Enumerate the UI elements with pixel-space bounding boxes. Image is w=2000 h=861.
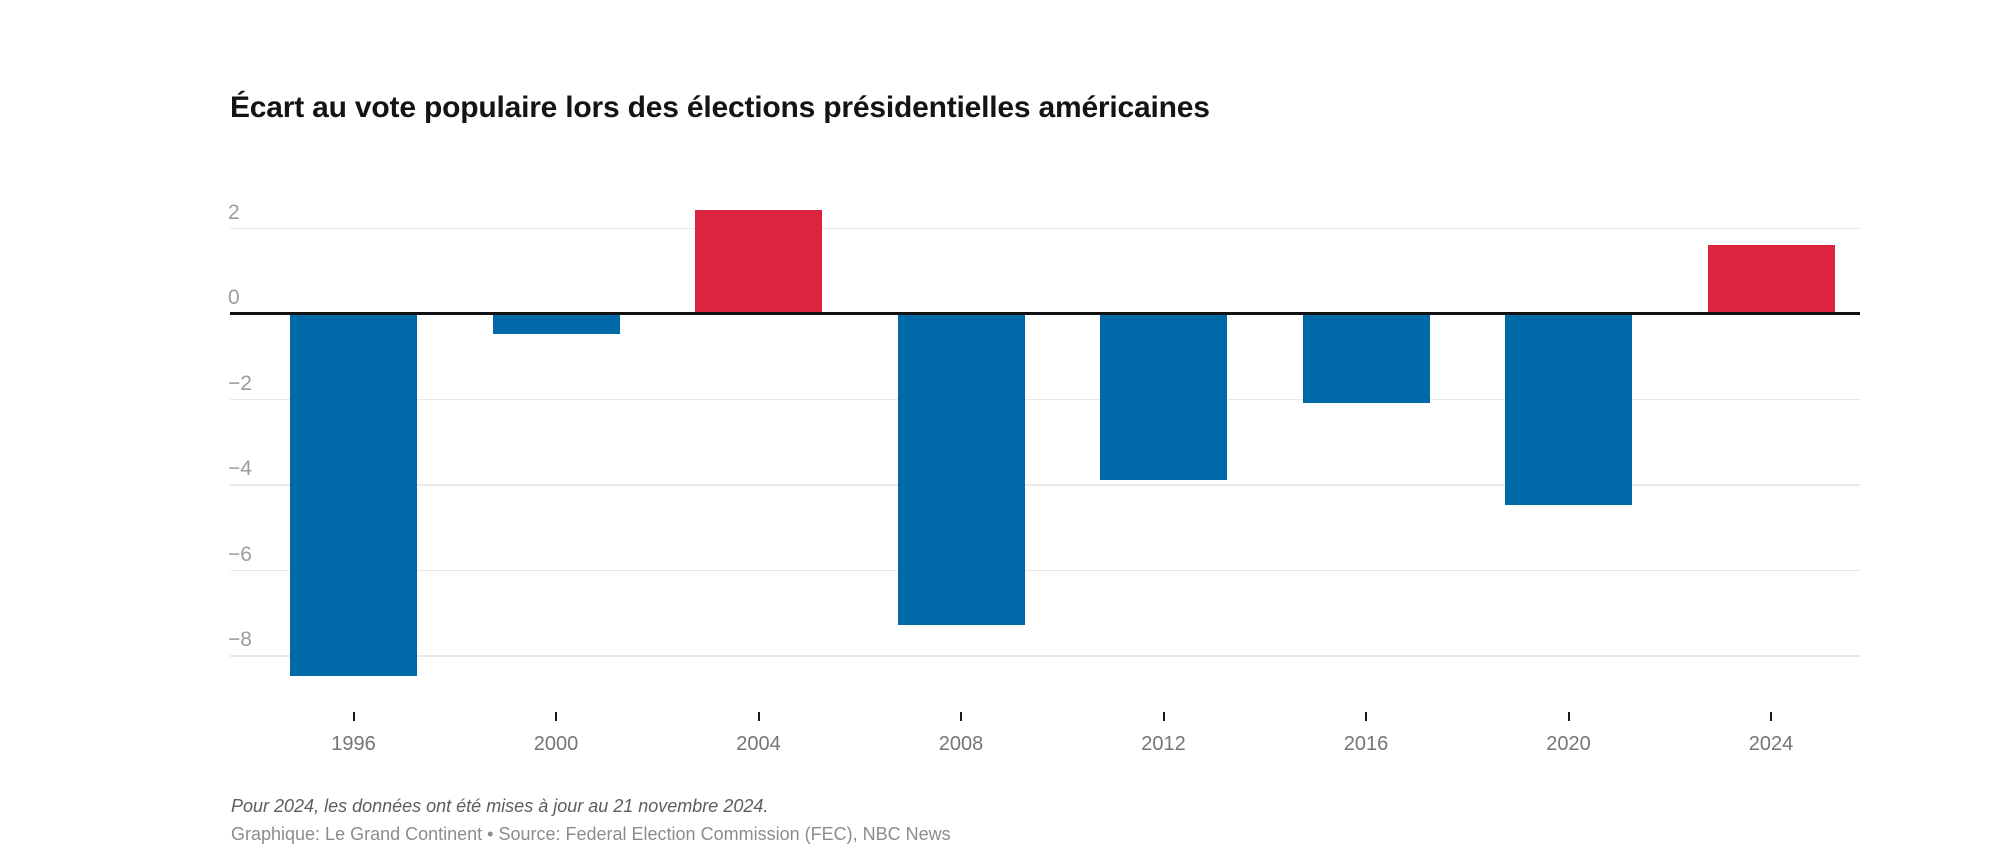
x-label-2020: 2020	[1546, 733, 1591, 755]
x-tick-2008	[960, 712, 962, 721]
x-tick-2004	[757, 712, 760, 721]
x-tick-2000	[555, 712, 557, 721]
x-tick-2020	[1567, 712, 1570, 721]
footnote: Pour 2024, les données ont été mises à j…	[231, 796, 769, 816]
gridline--6	[230, 569, 1860, 571]
plot-area: 2 0 −2 −4 −6 −8 1996 2000 2004 2008 2012 2016 2020 20…	[228, 200, 1860, 755]
x-label-2024: 2024	[1748, 733, 1794, 755]
bar-1996	[290, 313, 417, 677]
bar-2024	[1707, 244, 1835, 313]
gridline-2	[230, 227, 1860, 229]
y-tick-label--8: −8	[228, 628, 252, 651]
byline: Graphique: Le Grand Continent • Source: …	[231, 824, 951, 844]
y-tick-label-2: 2	[228, 200, 240, 224]
bar-2004	[695, 210, 822, 313]
x-tick-2012	[1162, 712, 1165, 721]
x-tick-1996	[352, 712, 355, 721]
y-tick-label--6: −6	[228, 542, 252, 566]
bar-2012	[1100, 313, 1227, 480]
x-tick-2024	[1770, 712, 1772, 721]
chart-title: Écart au vote populaire lors des électio…	[230, 91, 1210, 124]
y-tick-label--2: −2	[228, 371, 252, 395]
gridline--4	[230, 484, 1860, 486]
x-label-2016: 2016	[1343, 733, 1389, 755]
x-label-2012: 2012	[1141, 733, 1186, 755]
x-label-2008: 2008	[938, 733, 984, 755]
bar-2000	[492, 313, 620, 335]
gridline--2	[230, 398, 1860, 400]
bar-2020	[1505, 313, 1632, 506]
y-tick-label--4: −4	[228, 457, 252, 480]
x-tick-2016	[1365, 712, 1367, 721]
x-label-2004: 2004	[736, 733, 781, 755]
x-label-1996: 1996	[331, 733, 376, 755]
bar-2008	[897, 313, 1025, 626]
y-tick-label-0: 0	[228, 286, 240, 309]
bar-2016	[1302, 313, 1430, 403]
zero-axis-line	[230, 311, 1860, 315]
x-label-2000: 2000	[533, 733, 579, 755]
gridline--8	[230, 655, 1860, 657]
